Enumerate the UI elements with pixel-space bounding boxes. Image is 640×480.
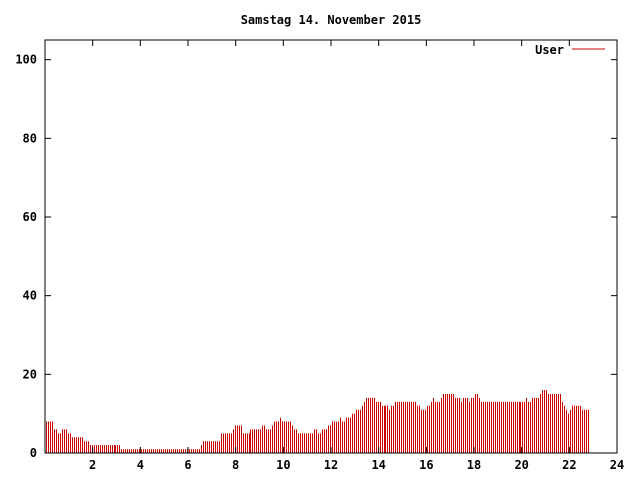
y-tick-label: 40 xyxy=(23,289,37,303)
x-tick-label: 10 xyxy=(276,458,290,472)
plot-frame xyxy=(44,39,618,454)
chart-title: Samstag 14. November 2015 xyxy=(241,13,422,27)
legend-label-user: User xyxy=(535,43,564,57)
bar-series-user xyxy=(46,390,589,453)
y-tick-label: 0 xyxy=(30,446,37,460)
x-tick-label: 16 xyxy=(419,458,433,472)
x-tick-label: 8 xyxy=(232,458,239,472)
y-tick-label: 60 xyxy=(23,210,37,224)
x-tick-label: 2 xyxy=(89,458,96,472)
x-tick-label: 4 xyxy=(137,458,144,472)
legend: User xyxy=(535,43,605,57)
y-tick-label: 20 xyxy=(23,367,37,381)
x-tick-label: 24 xyxy=(610,458,624,472)
y-tick-label: 100 xyxy=(15,53,37,67)
x-tick-label: 18 xyxy=(467,458,481,472)
x-tick-label: 20 xyxy=(514,458,528,472)
x-tick-label: 12 xyxy=(324,458,338,472)
x-tick-label: 22 xyxy=(562,458,576,472)
x-tick-label: 6 xyxy=(184,458,191,472)
y-tick-label: 80 xyxy=(23,131,37,145)
x-tick-label: 14 xyxy=(371,458,385,472)
